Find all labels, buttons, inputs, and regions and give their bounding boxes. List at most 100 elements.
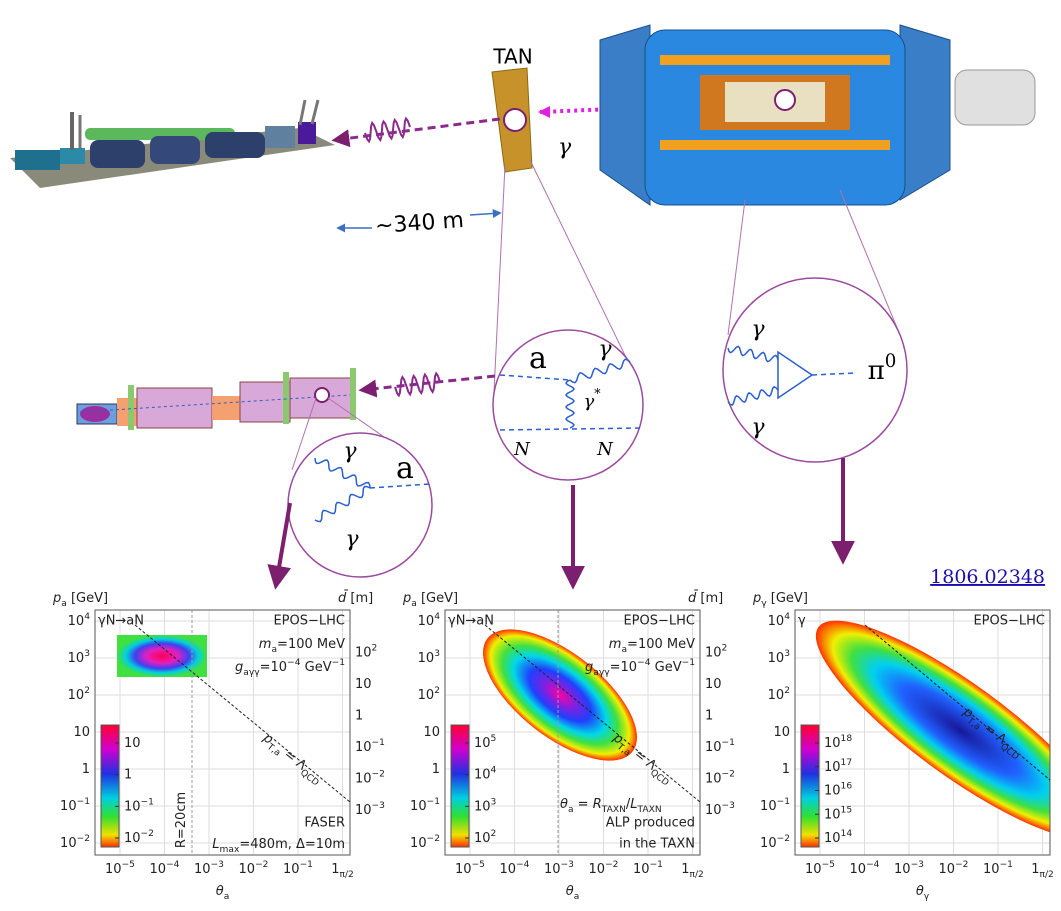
y-axis-label: pγ [GeV] [752, 591, 808, 609]
detector-specs-part: L [212, 837, 219, 852]
coupling-label-part: =10 [610, 660, 637, 675]
x-tick-label-part: 10 [455, 862, 472, 877]
feynman-label: a [396, 451, 414, 486]
colorbar-tick-label-part: 3 [491, 797, 497, 807]
cut-label-part: = [574, 797, 593, 812]
y2-tick-label: 10 [355, 677, 372, 692]
x-tick-label-part: −5 [122, 860, 135, 870]
x-axis-label: θγ [916, 884, 930, 902]
y-tick-label-part: −1 [427, 797, 440, 807]
x-tick-label: 10−5 [105, 860, 135, 877]
y-tick-label-part: 10 [410, 836, 427, 851]
theory-line-label: pT,a = ΛQCD [258, 730, 326, 788]
y2-tick-label: 10−2 [705, 769, 735, 786]
y2-tick-label: 10−1 [355, 738, 385, 755]
y-tick-label-part: 10 [418, 614, 435, 629]
y-tick-label-part: 10 [768, 688, 785, 703]
y2-tick-label-part: −3 [722, 801, 736, 811]
x-axis-label-part: γ [924, 892, 930, 902]
y2-tick-label-part: −1 [722, 738, 735, 748]
plot: 10−210−111010210310410−510−410−310−210−1… [52, 590, 385, 901]
generator-label: EPOS−LHC [623, 614, 695, 629]
y-tick-label: 104 [768, 612, 791, 629]
colorbar-tick-label-part: 15 [841, 805, 853, 815]
y2-tick-label: 10−3 [705, 801, 735, 818]
x-tick-label-part: −1 [650, 860, 663, 870]
y2-tick-label-part: 10 [705, 771, 722, 786]
y-axis-label: pa [GeV] [52, 591, 108, 609]
y2-tick-label: 10−2 [355, 769, 385, 786]
x-tick-label: 10−4 [850, 860, 880, 877]
cut-label-part: TAXN [637, 805, 662, 815]
feynman-label-part: γ [583, 391, 594, 412]
mass-label: ma=100 MeV [609, 637, 695, 655]
y2-tick-label-part: 10 [355, 645, 372, 660]
page: { "beamline": {"tan": "TAN", "gamma": "γ… [0, 0, 1061, 911]
y-tick-label-part: 2 [784, 686, 790, 696]
detector-specs: Lmax=480m, Δ=10m [212, 837, 345, 855]
x-tick-label: 10−5 [805, 860, 835, 877]
colorbar-tick-label: 105 [474, 734, 496, 751]
coupling-label: gaγγ=10−4 GeV−1 [235, 658, 345, 678]
y2-tick-label: 10 [705, 677, 722, 692]
colorbar-tick-label-part: 10 [124, 736, 141, 751]
generator-label: EPOS−LHC [273, 614, 345, 629]
y-tick-label-part: 10 [773, 725, 790, 740]
x-tick-label-part: 10 [283, 862, 300, 877]
x-tick-label-part: −5 [472, 860, 485, 870]
detector-specs-part: =480m, Δ=10m [239, 837, 345, 852]
x-tick-label-part: 10 [939, 862, 956, 877]
y2-tick-label: 1 [705, 708, 713, 723]
y-axis-label-part: p [402, 591, 411, 606]
y-axis-label-part: [GeV] [67, 591, 108, 606]
colorbar-tick-label: 10 [124, 736, 141, 751]
y-tick-label: 102 [68, 686, 90, 703]
x-tick-label-part: 10 [150, 862, 167, 877]
x-tick-label: 10−5 [455, 860, 485, 877]
y2-tick-label-part: 2 [372, 643, 378, 653]
y-tick-label-part: −1 [77, 797, 90, 807]
y-tick-label: 102 [768, 686, 790, 703]
y2-tick-label: 10−1 [705, 738, 735, 755]
x-tick-label-part: −3 [211, 860, 225, 870]
y-tick-label-part: 1 [782, 762, 790, 777]
colorbar-tick-label-part: 4 [491, 765, 497, 775]
x-tick-label-part: 10 [983, 862, 1000, 877]
feynman-label-part: π [868, 356, 885, 386]
y-tick-label-part: 10 [60, 836, 77, 851]
feynman-label: a [529, 341, 547, 376]
y2-tick-label-part: 10 [355, 677, 372, 692]
x-axis-label-part: a [574, 892, 580, 902]
coupling-label-part: aγγ [593, 668, 610, 678]
y2-axis-label: d̄ [m] [338, 590, 373, 605]
x-tick-label-part: 10 [850, 862, 867, 877]
x-axis-label: θa [216, 884, 230, 902]
y-tick-label: 102 [418, 686, 440, 703]
cut-label-part: TAXN [601, 805, 626, 815]
y2-tick-label: 102 [705, 643, 727, 660]
coupling-label-part: aγγ [243, 668, 260, 678]
y-tick-label: 10−2 [410, 834, 440, 851]
distance-arrow [470, 213, 500, 215]
y-tick-label: 10−2 [760, 834, 790, 851]
y-tick-label-part: 10 [68, 651, 85, 666]
reference-link[interactable]: 1806.02348 [930, 566, 1045, 588]
y-tick-label-part: 2 [434, 686, 440, 696]
feynman-label: γ [345, 527, 359, 552]
detector-label: FASER [304, 816, 345, 831]
y2-tick-label: 10−3 [355, 801, 385, 818]
faser-tunnel [10, 100, 335, 188]
y-axis-label-part: [GeV] [767, 591, 808, 606]
coupling-label-part: GeV [300, 660, 331, 675]
feynman-label-part: * [594, 386, 601, 401]
x-tick-label-part: −4 [166, 860, 180, 870]
mass-label-part: =100 MeV [627, 637, 695, 652]
cut-label-part: R=20cm [174, 792, 189, 848]
y-tick-label-part: 10 [73, 725, 90, 740]
y-tick-label-part: 10 [60, 799, 77, 814]
signal-arrow [335, 119, 500, 140]
x-tick-label-part: −2 [255, 860, 268, 870]
colorbar-tick-label-part: 10 [824, 831, 841, 846]
x-tick-label-part: −5 [822, 860, 835, 870]
x-tick-label-part: −4 [516, 860, 530, 870]
